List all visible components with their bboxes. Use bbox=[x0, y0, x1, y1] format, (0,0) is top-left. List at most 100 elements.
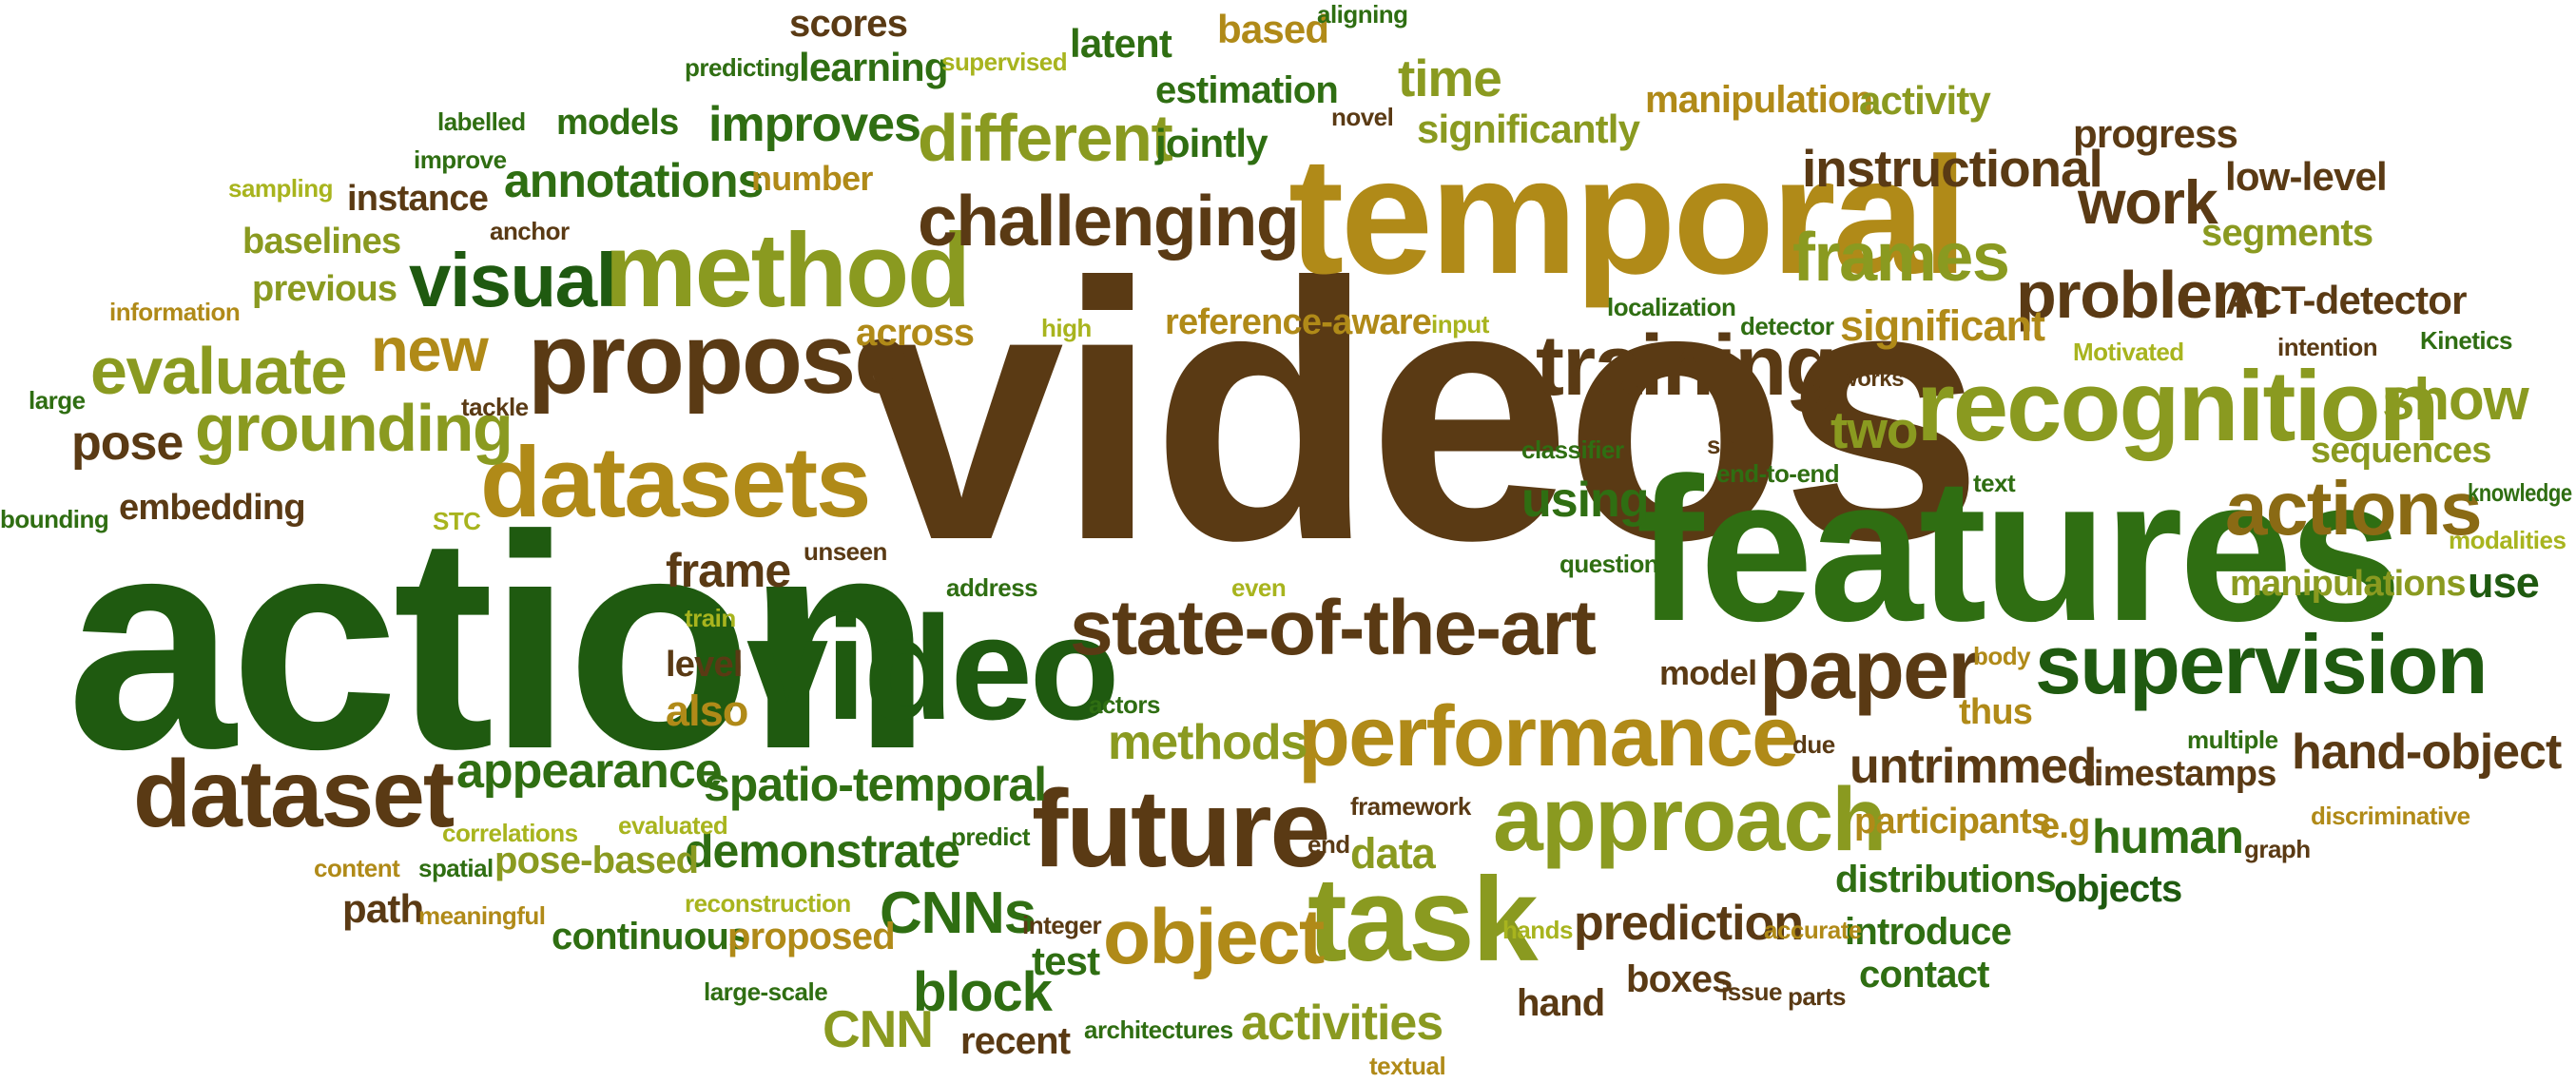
word-intention: intention bbox=[2277, 333, 2378, 361]
word-level: level bbox=[666, 645, 743, 685]
word-stc: STC bbox=[433, 507, 481, 535]
word-instance: instance bbox=[347, 179, 489, 219]
word-new: new bbox=[371, 315, 489, 384]
word-frame: frame bbox=[666, 544, 791, 597]
word-challenging: challenging bbox=[918, 181, 1300, 261]
word-number: number bbox=[751, 159, 873, 198]
word-tackle: tackle bbox=[461, 393, 529, 421]
word-activity: activity bbox=[1859, 78, 1991, 123]
word-question: question bbox=[1559, 550, 1659, 578]
word-previous: previous bbox=[252, 269, 397, 309]
word-recognition: recognition bbox=[1916, 351, 2440, 462]
word-prediction: prediction bbox=[1574, 896, 1804, 951]
word-pose: pose bbox=[71, 416, 184, 471]
word-manipulation: manipulation bbox=[1645, 79, 1873, 121]
word-path: path bbox=[342, 886, 424, 931]
word-appearance: appearance bbox=[456, 744, 723, 799]
word-latent: latent bbox=[1070, 21, 1172, 66]
word-contact: contact bbox=[1859, 954, 1989, 996]
word-training: training bbox=[1536, 319, 1837, 414]
word-block: block bbox=[913, 961, 1053, 1023]
word-graph: graph bbox=[2244, 835, 2311, 863]
word-multiple: multiple bbox=[2187, 725, 2278, 754]
word-cnn: CNN bbox=[823, 999, 934, 1058]
word-e-g: e.g bbox=[2040, 806, 2090, 846]
word-cnns: CNNs bbox=[880, 880, 1036, 946]
word-distributions: distributions bbox=[1835, 859, 2057, 900]
word-test: test bbox=[1032, 938, 1100, 983]
word-large-scale: large-scale bbox=[704, 977, 828, 1006]
word-evaluate: evaluate bbox=[90, 334, 347, 408]
word-novel: novel bbox=[1331, 103, 1394, 131]
word-low-level: low-level bbox=[2225, 154, 2388, 199]
word-supervision: supervision bbox=[2035, 617, 2488, 711]
word-future: future bbox=[1032, 768, 1330, 890]
word-manipulations: manipulations bbox=[2230, 564, 2466, 604]
word-problem: problem bbox=[2016, 258, 2271, 332]
word-state-of-the-art: state-of-the-art bbox=[1070, 585, 1597, 671]
word-aligning: aligning bbox=[1317, 0, 1408, 29]
word-unseen: unseen bbox=[804, 537, 887, 566]
word-predicting: predicting bbox=[685, 53, 800, 82]
word-end-to-end: end-to-end bbox=[1716, 459, 1840, 488]
word-untrimmed: untrimmed bbox=[1850, 739, 2097, 794]
word-issue: issue bbox=[1721, 977, 1782, 1006]
word-embedding: embedding bbox=[119, 488, 306, 528]
word-recent: recent bbox=[960, 1020, 1071, 1062]
word-model: model bbox=[1659, 653, 1757, 692]
word-actors: actors bbox=[1089, 690, 1160, 719]
word-work: work bbox=[2078, 167, 2218, 237]
word-set: set bbox=[1707, 431, 1742, 459]
word-improve: improve bbox=[414, 145, 507, 174]
word-significant: significant bbox=[1840, 301, 2045, 350]
word-parts: parts bbox=[1788, 982, 1847, 1011]
word-framework: framework bbox=[1350, 792, 1471, 821]
word-anchor: anchor bbox=[490, 217, 570, 245]
word-motivated: Motivated bbox=[2073, 338, 2184, 366]
word-input: input bbox=[1431, 310, 1489, 338]
word-method: method bbox=[604, 212, 971, 329]
word-object: object bbox=[1103, 894, 1325, 980]
word-progress: progress bbox=[2073, 111, 2238, 156]
word-participants: participants bbox=[1854, 802, 2051, 841]
word-different: different bbox=[918, 101, 1173, 175]
word-end: end bbox=[1307, 830, 1350, 859]
word-continuous: continuous bbox=[552, 916, 749, 957]
word-sequences: sequences bbox=[2311, 431, 2491, 471]
word-jointly: jointly bbox=[1155, 121, 1269, 165]
word-large: large bbox=[29, 386, 86, 415]
word-methods: methods bbox=[1108, 715, 1307, 770]
word-supervised: supervised bbox=[941, 48, 1068, 76]
word-classifier: classifier bbox=[1521, 435, 1624, 464]
word-textual: textual bbox=[1369, 1052, 1446, 1080]
word-evaluated: evaluated bbox=[618, 811, 728, 840]
word-integer: integer bbox=[1022, 911, 1102, 939]
word-hands: hands bbox=[1502, 916, 1573, 944]
word-dataset: dataset bbox=[133, 741, 455, 847]
word-grounding: grounding bbox=[195, 391, 513, 465]
word-predict: predict bbox=[951, 822, 1031, 851]
word-timestamps: timestamps bbox=[2082, 754, 2276, 794]
word-information: information bbox=[109, 298, 241, 326]
word-text: text bbox=[1973, 469, 2016, 497]
word-labelled: labelled bbox=[437, 107, 526, 136]
word-spatio-temporal: spatio-temporal bbox=[704, 758, 1047, 811]
word-videos: videos bbox=[861, 206, 1984, 616]
word-thus: thus bbox=[1959, 692, 2033, 732]
word-train: train bbox=[685, 604, 736, 632]
word-features: features bbox=[1636, 435, 2402, 664]
word-boxes: boxes bbox=[1626, 958, 1733, 1000]
word-based: based bbox=[1217, 7, 1329, 51]
word-propose: propose bbox=[528, 303, 910, 415]
word-visual: visual bbox=[409, 238, 617, 322]
word-temporal: temporal bbox=[1288, 124, 1968, 309]
word-detector: detector bbox=[1740, 312, 1834, 340]
word-approach: approach bbox=[1493, 769, 1887, 870]
word-accurate: accurate bbox=[1764, 916, 1862, 944]
word-show: show bbox=[2382, 367, 2529, 433]
word-pose-based: pose-based bbox=[494, 840, 699, 881]
word-due: due bbox=[1792, 730, 1835, 759]
word-architectures: architectures bbox=[1084, 1015, 1233, 1044]
word-actions: actions bbox=[2225, 466, 2482, 551]
word-scores: scores bbox=[789, 3, 908, 45]
